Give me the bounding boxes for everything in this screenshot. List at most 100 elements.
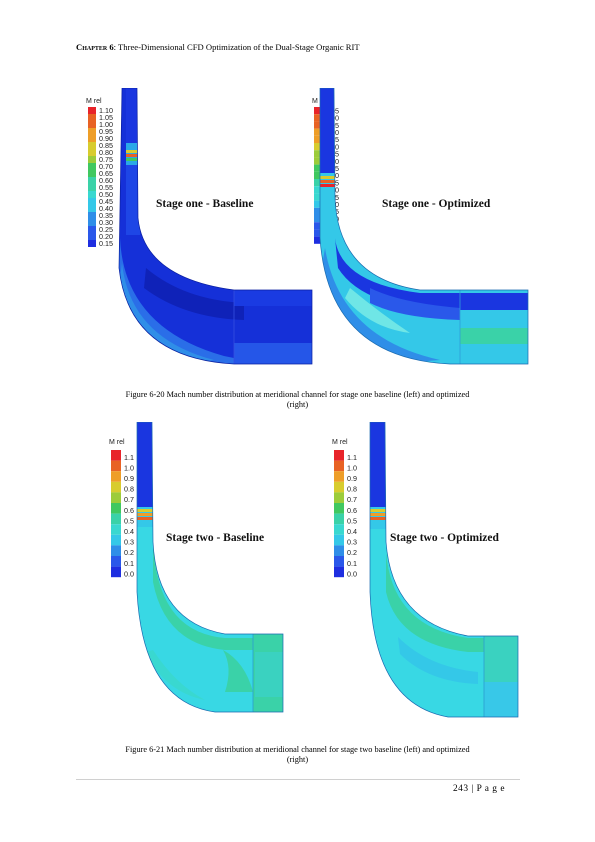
legend-swatch — [314, 121, 322, 129]
legend-tick-label: 0.8 — [124, 485, 134, 494]
legend-tick-label: 0.20 — [99, 232, 113, 241]
legend-swatch — [111, 450, 121, 461]
legend-swatch — [334, 534, 344, 546]
legend-swatch — [88, 156, 96, 163]
color-legend: 1.11.0 0.9 0.80.7 0.60.5 0.4 0.30.2 0.10.0 — [334, 450, 357, 578]
legend-swatch — [334, 492, 344, 503]
legend-swatch — [314, 135, 322, 143]
figure-6-20-caption: Figure 6-20 Mach number distribution at … — [60, 390, 535, 410]
legend-swatch — [111, 513, 121, 525]
legend-swatch — [334, 503, 344, 514]
legend-swatch — [88, 226, 96, 233]
legend-swatch — [334, 460, 344, 472]
legend-tick-label: 0.0 — [347, 569, 357, 578]
legend-swatch — [111, 556, 121, 567]
chapter-header: Chapter 6: Three-Dimensional CFD Optimiz… — [76, 42, 360, 52]
legend-swatch — [88, 177, 96, 184]
legend-tick-label: 0.85 — [99, 141, 113, 150]
legend-swatch — [88, 107, 96, 114]
legend-swatch — [314, 200, 322, 208]
color-legend: 1.101.051.000.950.900.850.800.750.700.65… — [88, 106, 113, 248]
legend-swatch — [111, 524, 121, 535]
legend-tick-label: 0.40 — [99, 204, 113, 213]
legend-tick-label: 0.5 — [347, 516, 357, 525]
legend-tick-label: 0.3 — [124, 538, 134, 547]
legend-tick-label: 0.3 — [347, 538, 357, 547]
legend-tick-label: 0.4 — [347, 527, 357, 536]
legend-swatch — [314, 193, 322, 201]
stage-label: Stage two - Optimized — [390, 532, 500, 544]
legend-tick-label: 0.90 — [99, 134, 113, 143]
legend-tick-label: 0.4 — [124, 527, 134, 536]
legend-tick-label: 0.2 — [124, 548, 134, 557]
legend-swatch — [111, 534, 121, 546]
legend-swatch — [314, 164, 322, 172]
legend-tick-label: 0.15 — [99, 239, 113, 248]
legend-swatch — [334, 556, 344, 567]
legend-tick-label: 0.55 — [99, 183, 113, 192]
legend-swatch — [314, 114, 322, 122]
stage-two-optimized-plot: M rel 1.1 1.0 0.9 0.8 0.7 0.6 0.5 0.4 0.3 0.2 0.1 0… — [328, 422, 528, 722]
legend-swatch — [88, 198, 96, 205]
legend-swatch — [88, 135, 96, 142]
page-number-value: 243 — [452, 784, 469, 794]
legend-swatch — [314, 236, 322, 244]
legend-tick-label: 0.6 — [124, 506, 134, 515]
legend-tick-label: 1.1 — [347, 453, 357, 462]
legend-swatch — [88, 142, 96, 149]
legend-tick-label: 0.9 — [347, 474, 357, 483]
legend-tick-label: 0.7 — [347, 495, 357, 504]
legend-tick-label: 0.25 — [99, 225, 113, 234]
legend-tick-label: 0.30 — [99, 218, 113, 227]
legend-tick-label: 1.1 — [124, 453, 134, 462]
legend-swatch — [314, 207, 322, 215]
legend-tick-label: 0.0 — [124, 569, 134, 578]
legend-swatch — [314, 107, 322, 115]
legend-swatch — [111, 492, 121, 503]
legend-tick-label: 0.1 — [347, 559, 357, 568]
legend-swatch — [314, 171, 322, 179]
stage-one-optimized-plot: M rel 1.051.000.950.900.850.800.750.700.… — [310, 88, 530, 370]
caption-line: Figure 6-21 Mach number distribution at … — [125, 745, 470, 754]
legend-swatch — [314, 229, 322, 237]
legend-swatch — [88, 114, 96, 121]
legend-tick-label: 0.70 — [99, 162, 113, 171]
legend-tick-label: 0.65 — [99, 169, 113, 178]
legend-swatch — [88, 149, 96, 156]
legend-tick-label: 0.1 — [124, 559, 134, 568]
legend-tick-label: 0.75 — [99, 155, 113, 164]
legend-swatch — [314, 128, 322, 136]
legend-swatch — [334, 471, 344, 482]
legend-swatch — [314, 150, 322, 158]
legend-tick-label: 1.0 — [347, 463, 357, 472]
legend-swatch — [88, 212, 96, 219]
legend-title: M rel — [332, 439, 348, 446]
legend-tick-label: 1.00 — [99, 120, 113, 129]
legend-swatch — [334, 513, 344, 525]
legend-swatch — [111, 545, 121, 556]
legend-tick-label: 0.50 — [99, 190, 113, 199]
stage-label: Stage two - Baseline — [166, 532, 264, 544]
legend-tick-label: 0.80 — [99, 148, 113, 157]
legend-swatch — [314, 222, 322, 230]
color-legend: 1.11.0 0.9 0.80.7 0.60.5 0.4 0.30.2 0.10.0 — [111, 450, 134, 578]
legend-swatch — [88, 240, 96, 247]
stage-label: Stage one - Baseline — [156, 198, 253, 210]
legend-title: M rel — [109, 439, 125, 446]
footer-divider — [76, 779, 520, 780]
legend-swatch — [111, 481, 121, 493]
legend-swatch — [88, 184, 96, 191]
legend-swatch — [334, 545, 344, 556]
legend-swatch — [111, 460, 121, 472]
legend-swatch — [88, 170, 96, 177]
legend-swatch — [314, 143, 322, 151]
legend-swatch — [314, 186, 322, 194]
legend-swatch — [88, 191, 96, 198]
legend-swatch — [88, 163, 96, 170]
stage-label: Stage one - Optimized — [382, 198, 491, 210]
legend-swatch — [88, 219, 96, 226]
legend-tick-label: 0.9 — [124, 474, 134, 483]
legend-swatch — [314, 215, 322, 223]
legend-swatch — [88, 128, 96, 135]
caption-line: Figure 6-20 Mach number distribution at … — [125, 390, 470, 399]
